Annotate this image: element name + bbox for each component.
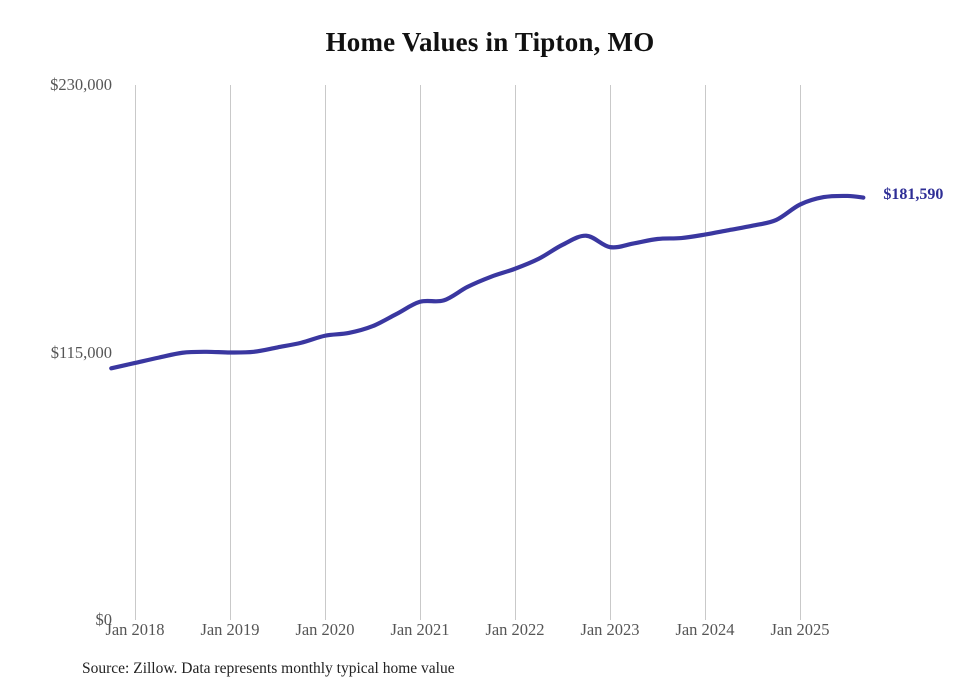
x-tick-label: Jan 2018 <box>105 620 165 639</box>
chart-title: Home Values in Tipton, MO <box>325 27 655 57</box>
y-tick-label: $230,000 <box>50 75 112 94</box>
x-tick-label: Jan 2022 <box>485 620 545 639</box>
gridline-jan-2023 <box>610 85 611 620</box>
y-tick-label: $0 <box>95 610 113 629</box>
gridline-jan-2018 <box>135 85 136 620</box>
x-tick-label: Jan 2020 <box>295 620 355 639</box>
end-value-label: $181,590 <box>883 185 944 203</box>
x-tick-label: Jan 2024 <box>675 620 735 639</box>
x-tick-label: Jan 2025 <box>770 620 830 639</box>
y-tick-label: $115,000 <box>50 342 112 362</box>
x-tick-label: Jan 2019 <box>200 620 260 639</box>
x-tick-label: Jan 2021 <box>390 620 450 639</box>
x-tick-label: Jan 2023 <box>580 620 640 639</box>
series-line-typical-home-value <box>109 193 866 371</box>
source-note: Source: Zillow. Data represents monthly … <box>82 660 455 677</box>
gridline-jan-2020 <box>325 85 326 620</box>
gridline-jan-2021 <box>420 85 421 620</box>
gridline-jan-2025 <box>800 85 801 620</box>
gridline-jan-2022 <box>515 85 516 620</box>
gridline-jan-2024 <box>705 85 706 620</box>
